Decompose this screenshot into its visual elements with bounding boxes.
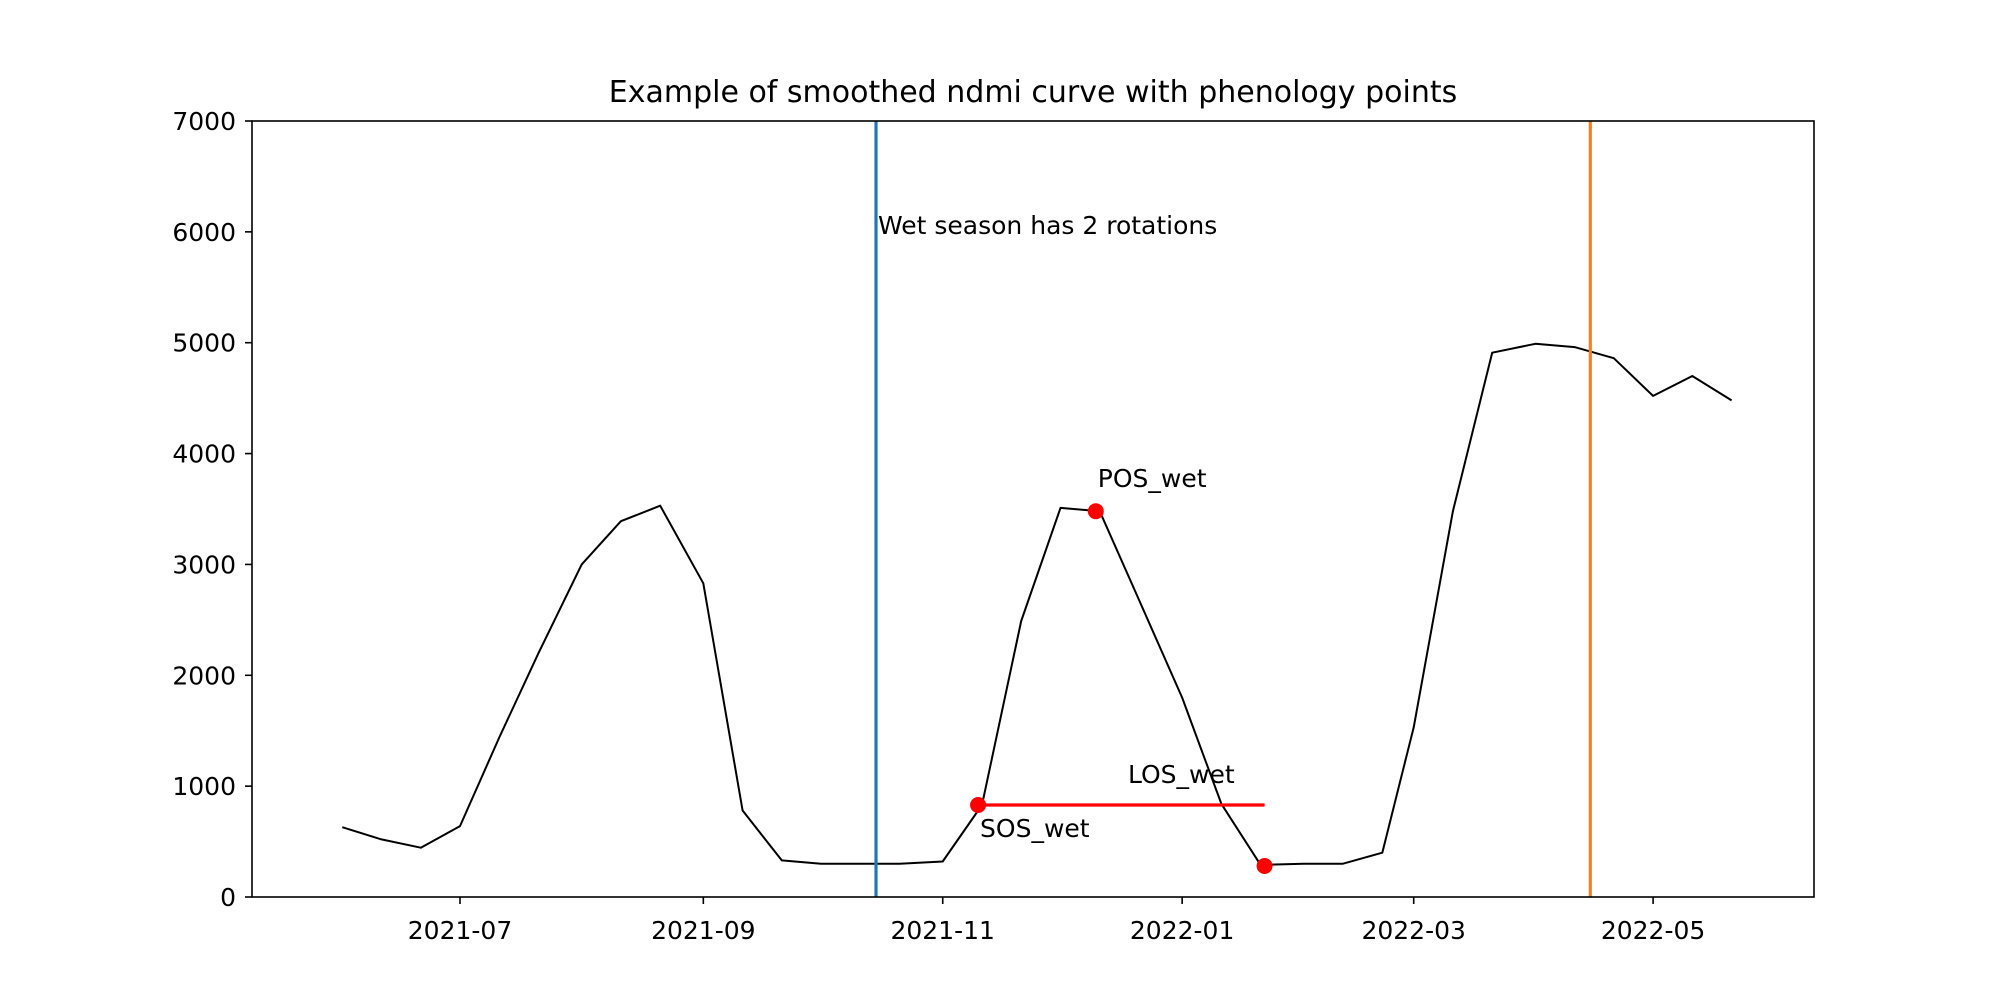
phenology-point	[1256, 857, 1273, 874]
x-tick-label: 2022-01	[1130, 916, 1234, 945]
phenology-point	[1087, 503, 1104, 520]
x-tick-label: 2022-05	[1601, 916, 1705, 945]
y-tick-label: 5000	[172, 329, 236, 358]
phenology-point-label: POS_wet	[1098, 464, 1207, 493]
x-tick-label: 2022-03	[1361, 916, 1465, 945]
chart-annotation: Wet season has 2 rotations	[878, 211, 1217, 240]
x-tick-label: 2021-07	[408, 916, 512, 945]
y-axis: 0 1000 2000 3000 4000 5000 6000 7000	[172, 107, 252, 912]
y-tick-label: 2000	[172, 661, 236, 690]
phenology-point	[970, 796, 987, 813]
x-tick-label: 2021-09	[651, 916, 755, 945]
y-tick-label: 4000	[172, 440, 236, 469]
y-tick-label: 0	[220, 883, 236, 912]
y-tick-label: 3000	[172, 550, 236, 579]
ndmi-series-line	[342, 342, 1733, 866]
plot-frame	[251, 120, 1815, 898]
chart-title: Example of smoothed ndmi curve with phen…	[609, 75, 1457, 110]
x-axis: 2021-07 2021-09 2021-11 2022-01 2022-03 2022-…	[408, 897, 1705, 945]
los-wet-label: LOS_wet	[1128, 760, 1235, 789]
x-tick-label: 2021-11	[890, 916, 994, 945]
y-tick-label: 6000	[172, 218, 236, 247]
y-tick-label: 1000	[172, 772, 236, 801]
y-tick-label: 7000	[172, 107, 236, 136]
plot-area: LOS_wet SOS_wet POS_wet Wet season has 2 ro…	[342, 121, 1733, 897]
phenology-point-label: SOS_wet	[980, 814, 1090, 843]
